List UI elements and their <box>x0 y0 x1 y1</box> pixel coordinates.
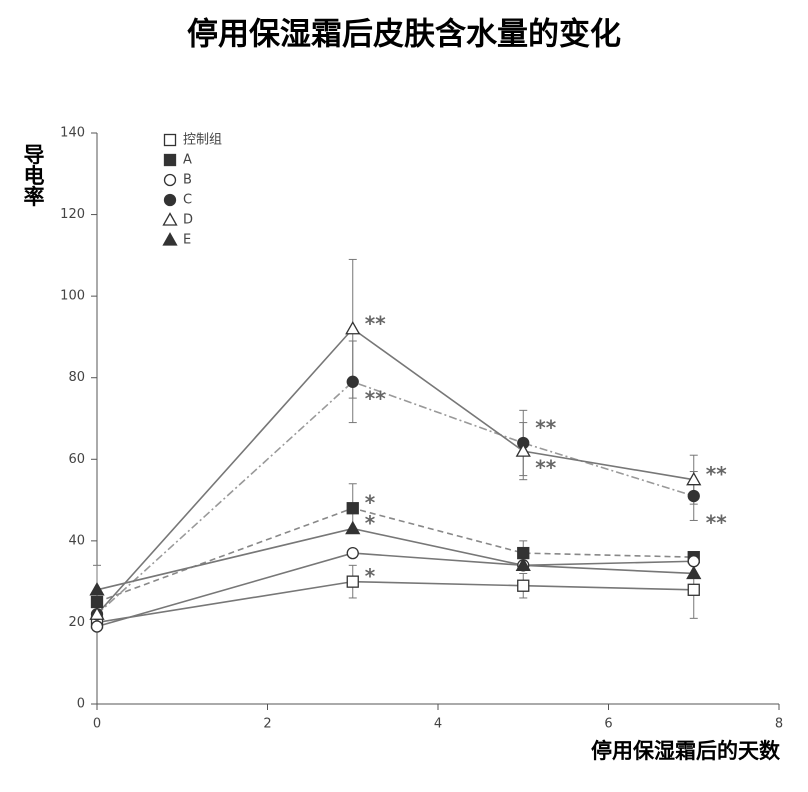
marker <box>687 555 700 568</box>
significance: ** <box>706 510 727 534</box>
marker <box>515 443 531 457</box>
marker <box>163 133 177 147</box>
legend-label: 控制组 <box>183 133 222 148</box>
marker <box>345 320 361 335</box>
chart-title: 停用保湿霜后皮肤含水量的变化 <box>187 17 621 53</box>
y-tick-label: 140 <box>60 126 85 141</box>
marker <box>162 212 178 226</box>
x-tick-label: 6 <box>604 717 612 732</box>
y-tick-label: 80 <box>68 370 85 385</box>
marker <box>686 471 702 486</box>
marker <box>346 575 359 588</box>
y-tick-label: 60 <box>68 452 85 467</box>
significance: * <box>365 491 376 515</box>
y-tick-label: 40 <box>68 533 85 548</box>
series-line <box>96 507 694 603</box>
x-axis-label: 停用保湿霜后的天数 <box>591 739 781 763</box>
significance: * <box>365 564 376 588</box>
series-line <box>96 552 694 628</box>
marker <box>162 232 178 246</box>
significance: ** <box>365 386 386 410</box>
marker <box>163 193 177 207</box>
marker <box>346 502 359 515</box>
marker <box>687 583 700 596</box>
significance: ** <box>535 415 556 439</box>
y-axis-label: 导电率 <box>21 144 45 208</box>
marker <box>686 565 702 580</box>
significance: ** <box>535 456 556 480</box>
significance: ** <box>365 311 386 335</box>
legend-label: C <box>183 193 192 208</box>
series-line <box>96 327 694 615</box>
marker <box>163 173 177 187</box>
x-tick-label: 8 <box>775 717 783 732</box>
marker <box>163 153 177 167</box>
marker <box>346 375 359 388</box>
y-tick-label: 100 <box>60 289 85 304</box>
x-tick-label: 2 <box>263 717 271 732</box>
y-tick-label: 120 <box>60 207 85 222</box>
y-tick-label: 20 <box>68 615 85 630</box>
series-line <box>96 380 694 615</box>
marker <box>345 520 361 535</box>
series-line <box>96 527 694 591</box>
legend-label: E <box>183 233 191 248</box>
marker <box>517 579 530 592</box>
significance: * <box>365 511 376 535</box>
marker <box>515 557 531 571</box>
marker <box>90 595 104 609</box>
marker <box>687 489 700 503</box>
marker <box>89 581 105 596</box>
marker <box>346 546 359 560</box>
legend-label: A <box>183 153 192 168</box>
legend-label: B <box>183 173 192 188</box>
significance: ** <box>706 462 727 486</box>
legend-label: D <box>183 213 193 228</box>
marker <box>90 620 104 633</box>
marker <box>517 546 530 560</box>
marker <box>89 606 105 620</box>
x-tick-label: 4 <box>434 717 442 732</box>
y-tick-label: 0 <box>77 697 85 712</box>
series-line <box>96 580 694 624</box>
x-tick-label: 0 <box>93 717 101 732</box>
